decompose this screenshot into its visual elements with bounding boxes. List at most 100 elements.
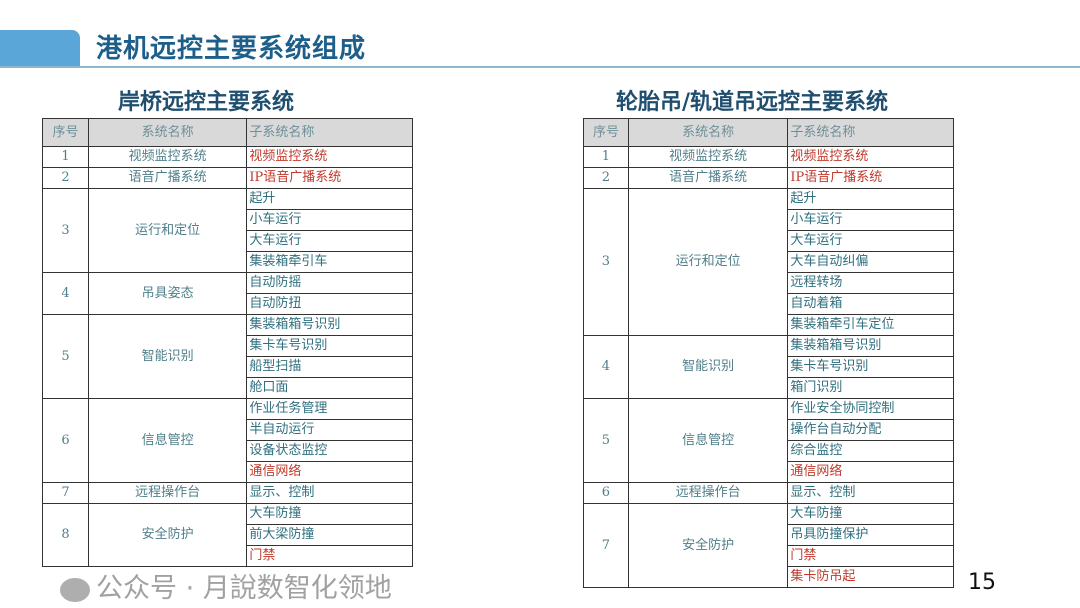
row-number: 7 — [583, 503, 629, 588]
wechat-icon — [60, 577, 90, 602]
table-row: 小车运行 — [584, 209, 954, 231]
quay-crane-systems-table: 序号 系统名称 子系统名称 1 视频监控系统 视频监控系统 2 语音广播系统 IP语音广播… — [42, 118, 413, 567]
table-row: 7 远程操作台 显示、控制 — [42, 482, 413, 504]
subsystem-name: 集卡车号识别 — [787, 356, 954, 378]
subsystem-name: 集装箱牵引车 — [246, 251, 413, 273]
subsystem-name: 舱口面 — [246, 377, 413, 399]
title-accent-bar — [0, 30, 80, 66]
row-number: 2 — [42, 167, 89, 189]
subsystem-name: 起升 — [246, 188, 413, 210]
table-header-row: 序号 系统名称 子系统名称 — [42, 118, 413, 147]
table-row: 集装箱牵引车定位 — [584, 314, 954, 336]
row-number: 1 — [42, 146, 89, 168]
system-name: 视频监控系统 — [627, 146, 789, 168]
system-name: 语音广播系统 — [87, 167, 248, 189]
table-row: 1 视频监控系统 视频监控系统 — [42, 146, 413, 168]
table-row: 6 信息管控 作业任务管理 — [42, 398, 413, 483]
system-name: 运行和定位 — [627, 188, 789, 336]
system-name: 智能识别 — [87, 314, 248, 399]
table-row: 操作台自动分配 — [584, 419, 954, 441]
header-subsystem-name: 子系统名称 — [787, 118, 954, 147]
row-number: 2 — [583, 167, 629, 189]
subsystem-name: 自动防摇 — [246, 272, 413, 294]
subsystem-name: 通信网络 — [246, 461, 413, 483]
header-subsystem-name: 子系统名称 — [246, 118, 413, 147]
row-number: 6 — [583, 482, 629, 504]
subsystem-name: 大车防撞 — [787, 503, 954, 525]
subsystem-name: 自动防扭 — [246, 293, 413, 315]
left-table-title: 岸桥远控主要系统 — [118, 89, 295, 115]
page-title: 港机远控主要系统组成 — [96, 34, 367, 64]
table-row: 集卡防吊起 — [584, 566, 954, 588]
subsystem-name: 半自动运行 — [246, 419, 413, 441]
subsystem-name: 小车运行 — [246, 209, 413, 231]
row-number: 5 — [583, 398, 629, 483]
watermark: 公众号 · 月說数智化领地 — [60, 574, 392, 604]
header-system-name: 系统名称 — [87, 118, 248, 147]
table-row: 3 运行和定位 起升 — [42, 188, 413, 273]
table-row: 7 安全防护 大车防撞 — [583, 503, 954, 588]
row-number: 6 — [42, 398, 89, 483]
subsystem-name: 箱门识别 — [787, 377, 954, 399]
header-no: 序号 — [583, 118, 629, 147]
row-number: 4 — [583, 335, 629, 399]
subsystem-name: 集装箱箱号识别 — [246, 314, 413, 336]
subsystem-name: 集卡车号识别 — [246, 335, 413, 357]
system-name: 视频监控系统 — [87, 146, 248, 168]
table-row: 8 安全防护 大车防撞 — [42, 503, 413, 567]
subsystem-name: IP语音广播系统 — [787, 167, 954, 189]
table-row: 自动着箱 — [584, 293, 954, 315]
subsystem-name: 门禁 — [246, 545, 413, 567]
system-name: 运行和定位 — [87, 188, 248, 273]
subsystem-name: 显示、控制 — [246, 482, 413, 504]
system-name: 信息管控 — [627, 398, 789, 483]
table-row: 集卡车号识别 — [43, 335, 413, 357]
header-system-name: 系统名称 — [627, 118, 789, 147]
subsystem-name: 作业任务管理 — [246, 398, 413, 420]
subsystem-name: 视频监控系统 — [787, 146, 954, 168]
table-row: 6 远程操作台 显示、控制 — [583, 482, 954, 504]
subsystem-name: 大车运行 — [787, 230, 954, 252]
row-number: 5 — [42, 314, 89, 399]
table-row: 4 吊具姿态 自动防摇 — [42, 272, 413, 315]
row-number: 1 — [583, 146, 629, 168]
table-row: 远程转场 — [584, 272, 954, 294]
subsystem-name: 视频监控系统 — [246, 146, 413, 168]
table-row: 设备状态监控 — [43, 440, 413, 462]
table-row: 4 智能识别 集装箱箱号识别 — [583, 335, 954, 399]
system-name: 智能识别 — [627, 335, 789, 399]
row-number: 4 — [42, 272, 89, 315]
table-row: 通信网络 — [584, 461, 954, 483]
table-row: 箱门识别 — [584, 377, 954, 399]
row-number: 3 — [583, 188, 629, 336]
row-number: 3 — [42, 188, 89, 273]
subsystem-name: 集装箱箱号识别 — [787, 335, 954, 357]
page-number: 15 — [968, 570, 996, 595]
subsystem-name: 显示、控制 — [787, 482, 954, 504]
subsystem-name: 船型扫描 — [246, 356, 413, 378]
subsystem-name: 起升 — [787, 188, 954, 210]
table-row: 3 运行和定位 起升 — [583, 188, 954, 336]
table-row: 5 信息管控 作业安全协同控制 — [583, 398, 954, 483]
subsystem-name: 设备状态监控 — [246, 440, 413, 462]
table-row: 2 语音广播系统 IP语音广播系统 — [42, 167, 413, 189]
system-name: 安全防护 — [627, 503, 789, 588]
table-row: 5 智能识别 集装箱箱号识别 — [42, 314, 413, 399]
system-name: 远程操作台 — [87, 482, 248, 504]
table-row: 1 视频监控系统 视频监控系统 — [583, 146, 954, 168]
system-name: 语音广播系统 — [627, 167, 789, 189]
right-table-title: 轮胎吊/轨道吊远控主要系统 — [616, 89, 889, 115]
subsystem-name: 操作台自动分配 — [787, 419, 954, 441]
subsystem-name: 大车运行 — [246, 230, 413, 252]
yard-crane-systems-table: 序号 系统名称 子系统名称 1 视频监控系统 视频监控系统 2 语音广播系统 IP语音广播… — [583, 118, 954, 588]
subsystem-name: 自动着箱 — [787, 293, 954, 315]
subsystem-name: 集装箱牵引车定位 — [787, 314, 954, 336]
header-no: 序号 — [42, 118, 89, 147]
subsystem-name: 门禁 — [787, 545, 954, 567]
subsystem-name: 小车运行 — [787, 209, 954, 231]
table-row: 2 语音广播系统 IP语音广播系统 — [583, 167, 954, 189]
subsystem-name: 综合监控 — [787, 440, 954, 462]
row-number: 8 — [42, 503, 89, 567]
subsystem-name: IP语音广播系统 — [246, 167, 413, 189]
table-header-row: 序号 系统名称 子系统名称 — [583, 118, 954, 147]
